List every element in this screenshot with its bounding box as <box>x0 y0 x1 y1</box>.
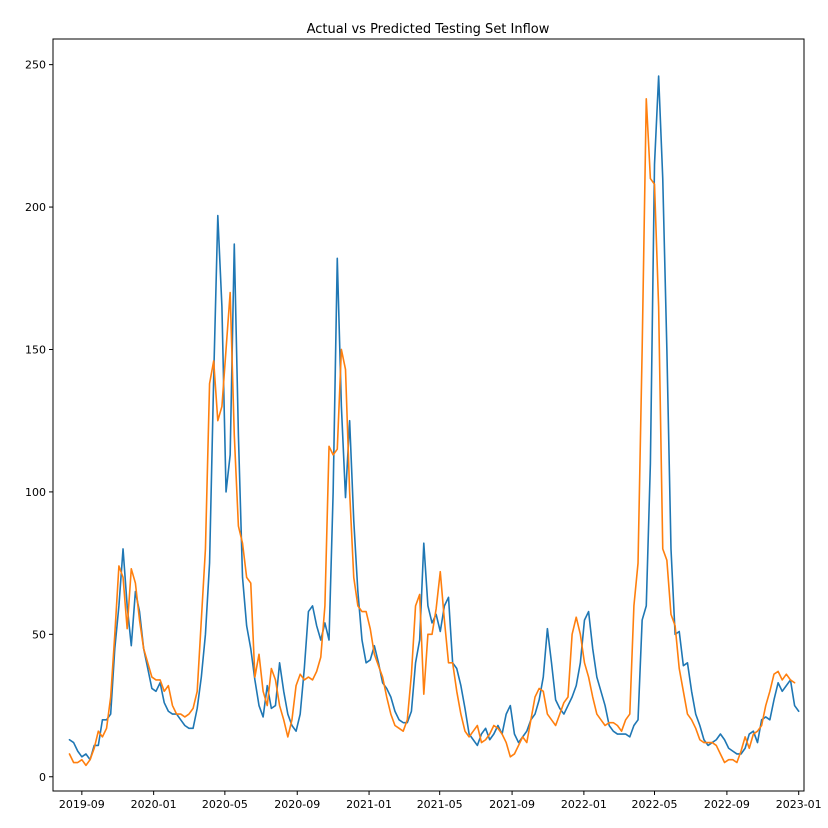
y-tick-label: 100 <box>25 486 46 499</box>
y-tick-label: 0 <box>39 771 46 784</box>
series-line-2 <box>68 98 796 767</box>
y-tick-label: 250 <box>25 59 46 72</box>
x-tick-label: 2023-01 <box>776 798 822 811</box>
x-axis: 2019-09 2020-01 2020-05 2020-09 2021-01 2021-… <box>59 791 822 811</box>
x-tick-label: 2020-09 <box>274 798 320 811</box>
x-tick-label: 2020-01 <box>131 798 177 811</box>
x-tick-label: 2021-01 <box>346 798 392 811</box>
plot-frame <box>52 38 805 792</box>
x-tick-label: 2021-09 <box>489 798 535 811</box>
y-tick-label: 150 <box>25 343 46 356</box>
chart-title: Actual vs Predicted Testing Set Inflow <box>307 22 550 37</box>
x-tick-label: 2022-01 <box>561 798 607 811</box>
x-tick-label: 2020-05 <box>202 798 248 811</box>
y-axis: 0 50 100 150 200 250 <box>25 59 53 784</box>
x-tick-label: 2022-09 <box>704 798 750 811</box>
y-tick-label: 200 <box>25 201 46 214</box>
series-layer <box>68 75 800 767</box>
y-tick-label: 50 <box>32 628 46 641</box>
x-tick-label: 2019-09 <box>59 798 105 811</box>
x-tick-label: 2022-05 <box>632 798 678 811</box>
x-tick-label: 2021-05 <box>417 798 463 811</box>
